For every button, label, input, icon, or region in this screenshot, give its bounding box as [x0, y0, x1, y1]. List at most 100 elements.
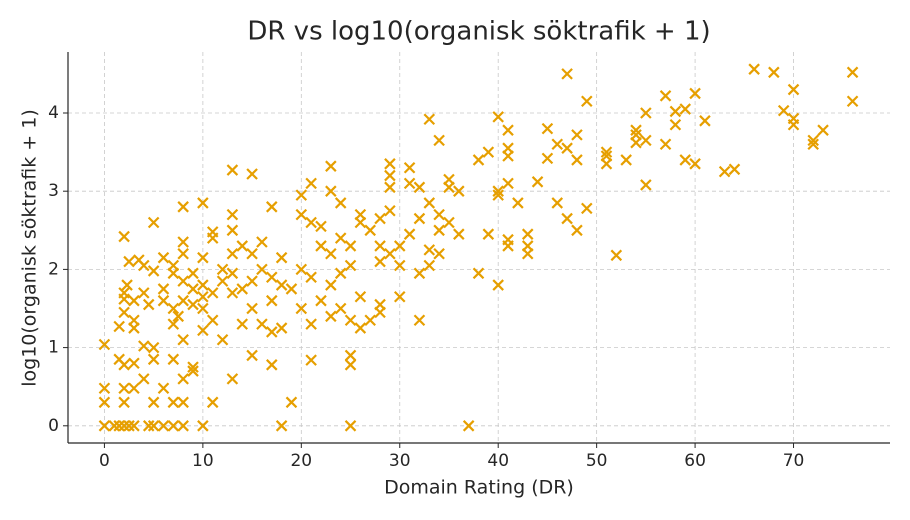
point [334, 267, 347, 280]
point [226, 267, 239, 280]
point [640, 134, 652, 147]
point [571, 129, 583, 141]
point [206, 396, 219, 409]
point [344, 259, 357, 272]
point [305, 216, 317, 229]
point [147, 353, 160, 366]
point [285, 396, 298, 409]
point [128, 357, 140, 370]
point [265, 359, 278, 371]
point [206, 287, 219, 299]
point [768, 66, 780, 79]
point [295, 263, 308, 276]
point [334, 302, 347, 315]
point [275, 420, 288, 432]
point [138, 373, 150, 385]
x-axis-label: Domain Rating (DR) [384, 477, 574, 499]
point [167, 420, 180, 432]
point [187, 365, 199, 377]
point [187, 298, 199, 311]
point [384, 181, 396, 194]
point [551, 197, 564, 209]
point [121, 279, 133, 291]
y-axis-label: log10(organisk söktrafik + 1) [19, 109, 41, 387]
point [689, 87, 701, 100]
point [393, 290, 406, 303]
point [177, 201, 189, 213]
point [403, 161, 416, 174]
point [246, 302, 258, 315]
point [462, 420, 475, 432]
point [98, 396, 111, 409]
point [98, 338, 111, 351]
point [659, 138, 672, 151]
point [502, 142, 514, 154]
point [817, 124, 829, 136]
point [216, 263, 229, 276]
point [561, 142, 573, 154]
point [123, 255, 135, 268]
point [393, 259, 406, 272]
point [482, 146, 495, 158]
point [177, 333, 189, 346]
point [581, 95, 593, 108]
x-tick-label: 0 [99, 451, 110, 471]
point [659, 90, 672, 102]
point [128, 382, 140, 395]
point [571, 224, 583, 237]
point [728, 163, 741, 176]
point [423, 259, 436, 272]
point [521, 228, 534, 240]
point [295, 189, 308, 201]
point [472, 267, 485, 280]
point [256, 263, 268, 276]
point [197, 197, 209, 209]
point [748, 63, 760, 75]
point [325, 279, 337, 291]
point [226, 164, 239, 176]
point [374, 255, 386, 268]
point [265, 201, 278, 213]
point [492, 189, 504, 201]
point [374, 298, 386, 311]
point [246, 275, 258, 287]
point [344, 420, 357, 432]
point [236, 240, 249, 252]
point [118, 359, 130, 371]
point [423, 113, 436, 126]
x-tick-label: 30 [389, 451, 411, 471]
point [305, 354, 317, 366]
point [453, 185, 465, 197]
point [197, 251, 209, 264]
point [216, 275, 229, 287]
point [433, 224, 445, 237]
point [147, 216, 160, 229]
point [443, 216, 455, 229]
point [295, 302, 308, 315]
point [325, 247, 337, 260]
point [699, 115, 711, 127]
point [531, 176, 544, 188]
point [846, 66, 859, 79]
point [157, 382, 170, 395]
point [118, 396, 130, 409]
point [512, 197, 524, 209]
point [620, 154, 632, 166]
point [138, 287, 150, 299]
point [142, 298, 155, 311]
point [157, 294, 170, 307]
point [374, 240, 386, 252]
point [157, 283, 170, 295]
point [256, 236, 268, 248]
point [167, 396, 180, 409]
point [167, 302, 180, 315]
chart-title: DR vs log10(organisk söktrafik + 1) [247, 17, 710, 47]
point [118, 306, 130, 319]
y-tick-label: 2 [48, 259, 59, 279]
point [561, 212, 573, 225]
point [561, 68, 573, 80]
point [226, 224, 239, 237]
point [187, 267, 199, 280]
point [216, 333, 229, 346]
